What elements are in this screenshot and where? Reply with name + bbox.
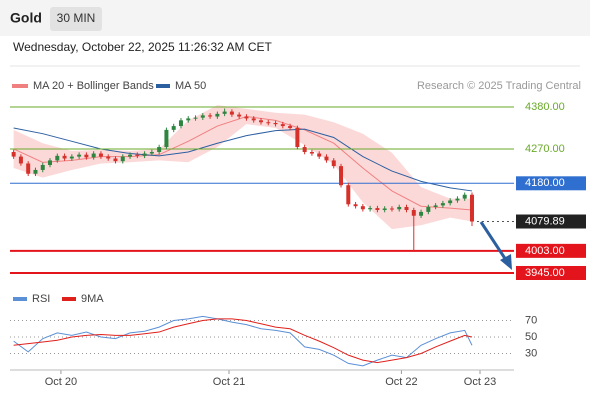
candle-body [331,160,336,167]
level-label: 4079.89 [525,215,565,227]
rsi-tick-label: 50 [525,331,537,343]
plot: 4380.00 4270.00 4180.00 4079.89 4003.00 3945.… [10,101,586,388]
candle-body [426,206,431,212]
candle-body [295,127,300,148]
legend-label: MA 20 + Bollinger Bands [33,80,154,92]
level-label: 4180.00 [525,177,565,189]
source: Research © 2025 Trading Central [417,80,581,92]
candle-body [106,156,111,159]
candle-body [222,111,227,114]
candle-body [288,126,293,128]
candle-body [193,117,198,119]
candle-body [208,115,213,117]
candle-body [215,113,220,117]
candle-body [433,205,438,207]
level-label: 4380.00 [525,101,565,113]
timeframe-tab[interactable] [50,7,102,31]
legend-label: 9MA [81,293,104,305]
title: Gold [10,10,42,26]
candle-body [98,153,103,157]
rsi-tick-label: 30 [525,347,537,359]
candle-body [178,120,183,127]
timeframe[interactable]: 30 MIN [57,11,96,25]
candle-body [113,158,118,162]
level-label-box [516,176,586,191]
candle-body [40,164,45,170]
forecast-arrowhead [500,254,512,270]
candle-body [462,194,467,199]
candle-body [164,129,169,148]
level-label-box [516,214,586,229]
timestamp: Wednesday, October 22, 2025 11:26:32 AM … [13,40,272,54]
rsi-line [13,318,473,364]
candle-body [55,155,60,161]
candle-body [91,153,96,158]
rsi-line [13,315,473,367]
legend-label: MA 50 [175,80,206,92]
candle-body [120,156,125,162]
candle-body [266,122,271,124]
candle-body [419,211,424,216]
candle-body [84,154,89,158]
candle-body [273,123,278,125]
candle-body [18,156,23,164]
candle-body [317,153,322,157]
candle-body [346,185,351,205]
candle-body [455,198,460,201]
level-label-box [516,265,586,280]
candle-body [135,154,140,156]
candle-body [62,155,67,159]
ma50-line [13,127,473,192]
level-label: 4270.00 [525,143,565,155]
level-label: 4003.00 [525,245,565,257]
x-tick-label: Oct 22 [385,376,417,388]
candle-body [229,111,234,115]
candle-body [397,206,402,210]
candle-body [440,203,445,206]
candle-body [404,206,409,211]
candle-body [382,208,387,211]
candle-body [448,200,453,204]
legend-label: RSI [32,293,50,305]
forecast-arrow [479,221,508,261]
candle-body [375,208,380,211]
candle-body [368,208,373,210]
candle-body [128,154,133,157]
candle-body [142,153,147,156]
candle-body [69,156,74,159]
candle-body [200,115,205,118]
level-label: 3945.00 [525,267,565,279]
candle-body [26,163,31,174]
candle-body [324,156,329,161]
candle-body [171,126,176,130]
candle-body [33,169,38,174]
level-label-box [516,243,586,258]
candle-body [302,147,307,153]
candle-body [157,147,162,153]
candle-body [186,118,191,121]
candle-body [259,120,263,123]
candle-body [469,194,474,222]
candle-body [360,206,365,210]
bollinger-band [13,105,472,230]
candle-body [251,118,256,121]
x-tick-label: Oct 23 [464,376,496,388]
candle-body [411,210,416,216]
candle-body [149,152,154,154]
candle-body [244,116,249,119]
candle-body [389,208,394,210]
x-tick-label: Oct 21 [213,376,245,388]
candle-body [77,154,82,157]
x-tick-label: Oct 20 [45,376,77,388]
candle-body [309,152,314,154]
candle-body [339,166,344,186]
candle-body [353,204,358,207]
candle-body [48,160,53,165]
rsi-tick-label: 70 [525,314,537,326]
candle-body [237,114,242,117]
candle-body [11,152,16,157]
candle-body [280,124,285,127]
